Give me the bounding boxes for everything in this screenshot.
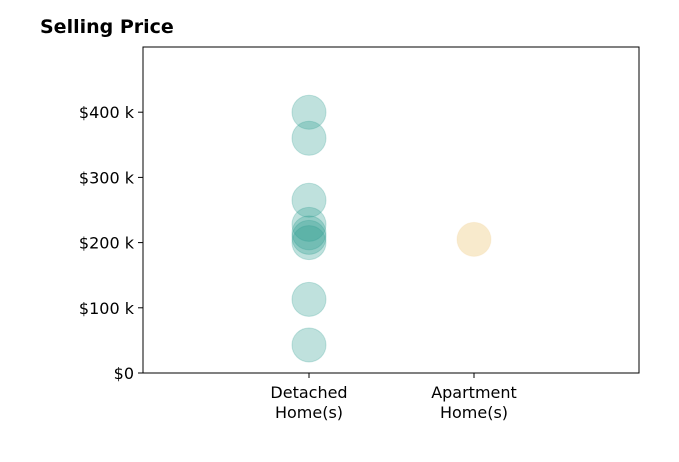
data-point bbox=[291, 225, 327, 261]
data-point bbox=[291, 120, 327, 156]
data-point bbox=[291, 219, 327, 255]
x-tick-label-line: Detached bbox=[270, 383, 347, 402]
data-point bbox=[291, 182, 327, 218]
y-tick-label: $100 k bbox=[79, 299, 135, 318]
y-axis: $0 $100 k $200 k $300 k $400 k bbox=[79, 103, 143, 383]
x-tick-label: Detached Home(s) bbox=[270, 383, 347, 422]
data-point bbox=[291, 327, 327, 363]
data-point bbox=[291, 94, 327, 130]
data-point bbox=[456, 221, 492, 257]
y-tick-label: $0 bbox=[114, 364, 134, 383]
x-tick-label-line: Home(s) bbox=[275, 403, 343, 422]
data-point bbox=[291, 215, 327, 251]
plot-frame bbox=[142, 46, 640, 374]
y-tick-label: $400 k bbox=[79, 103, 135, 122]
x-tick-label-line: Home(s) bbox=[440, 403, 508, 422]
y-tick-label: $300 k bbox=[79, 168, 135, 187]
data-point bbox=[291, 281, 327, 317]
y-tick-label: $200 k bbox=[79, 234, 135, 253]
x-axis: Detached Home(s)Apartment Home(s) bbox=[270, 373, 517, 422]
chart-title: Selling Price bbox=[40, 16, 174, 38]
data-points bbox=[291, 94, 492, 363]
x-tick-label-line: Apartment bbox=[431, 383, 517, 402]
x-tick-label: Apartment Home(s) bbox=[431, 383, 517, 422]
data-point bbox=[291, 206, 327, 242]
